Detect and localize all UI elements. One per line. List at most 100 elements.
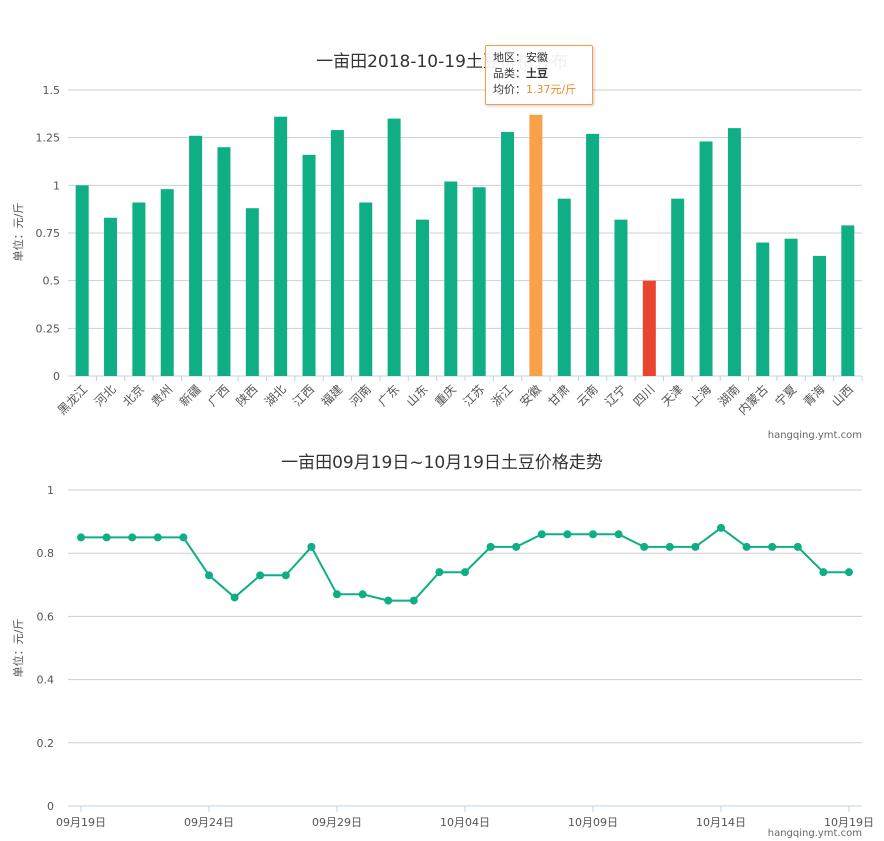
line-point-10月16日[interactable] [768,542,777,551]
bar-category-label: 陕西 [233,382,261,410]
line-point-09月29日[interactable] [333,590,341,599]
bar-chart-credit[interactable]: hangqing.ymt.com [768,430,862,441]
bar-category-label: 湖北 [261,382,289,410]
line-point-09月25日[interactable] [230,593,239,602]
bar-山西[interactable] [841,225,855,376]
line-point-10月07日[interactable] [537,530,546,539]
line-point-10月08日[interactable] [563,530,572,539]
bar-category-label: 北京 [120,382,147,409]
bar-黑龙江[interactable] [75,185,89,376]
bar-北京[interactable] [132,202,146,376]
line-x-tick-label: 10月19日 [824,816,874,829]
bar-category-label: 青海 [800,382,828,410]
line-point-09月23日[interactable] [179,533,188,542]
line-point-10月11日[interactable] [640,542,649,551]
line-y-tick-label: 0.8 [37,547,55,560]
bar-天津[interactable] [671,198,685,376]
line-x-tick-label: 09月19日 [56,816,106,829]
line-point-10月19日[interactable] [845,568,853,577]
bar-云南[interactable] [586,133,600,376]
bar-y-tick-label: 0 [53,370,60,383]
bar-category-label: 内蒙古 [735,382,771,418]
line-point-10月06日[interactable] [512,542,521,551]
line-point-09月22日[interactable] [153,533,162,542]
line-point-09月26日[interactable] [256,571,265,580]
line-point-09月28日[interactable] [307,542,316,551]
bar-category-label: 河北 [92,382,119,409]
line-point-10月03日[interactable] [435,568,444,577]
line-point-10月02日[interactable] [409,596,418,605]
line-y-axis-label: 单位：元/斤 [11,619,25,678]
bar-category-label: 广东 [375,382,402,409]
bar-河北[interactable] [104,217,118,376]
line-point-10月05日[interactable] [486,542,495,551]
line-point-10月18日[interactable] [819,568,828,577]
bar-category-label: 黑龙江 [55,382,90,417]
line-point-10月13日[interactable] [691,542,700,551]
bar-青海[interactable] [812,255,826,376]
tooltip-region-label: 地区： [493,51,526,64]
bar-category-label: 上海 [687,382,715,410]
bar-category-label: 甘肃 [545,382,572,409]
line-point-10月17日[interactable] [793,542,802,551]
bar-辽宁[interactable] [614,219,628,376]
line-point-10月14日[interactable] [717,523,725,532]
line-point-09月20日[interactable] [102,533,111,542]
line-point-09月24日[interactable] [205,571,213,580]
bar-category-label: 云南 [573,382,601,410]
tooltip-region-value: 安徽 [526,51,548,64]
line-point-09月19日[interactable] [77,533,85,542]
bar-广东[interactable] [387,118,401,376]
bar-宁夏[interactable] [784,238,798,376]
line-y-tick-label: 1 [47,484,54,497]
line-point-09月21日[interactable] [128,533,137,542]
tooltip-price-value: 1.37元/斤 [526,83,577,96]
line-x-tick-label: 10月14日 [696,816,746,829]
line-point-09月27日[interactable] [281,571,290,580]
line-point-10月12日[interactable] [665,542,674,551]
bar-chart: 一亩田2018-10-19土豆价格分布 00.250.50.7511.251.5… [11,52,863,441]
bar-category-label: 天津 [659,382,686,409]
bar-y-axis-label: 单位：元/斤 [11,203,25,262]
bar-江西[interactable] [302,154,316,376]
bar-广西[interactable] [217,147,231,376]
bar-category-label: 河南 [346,382,374,410]
line-y-tick-label: 0.4 [37,674,55,687]
line-x-tick-label: 10月09日 [568,816,618,829]
bar-上海[interactable] [699,141,713,376]
bar-江苏[interactable] [472,187,486,376]
line-point-10月01日[interactable] [384,596,393,605]
line-point-09月30日[interactable] [358,590,367,599]
bar-内蒙古[interactable] [756,242,770,376]
bar-陕西[interactable] [245,208,259,376]
line-point-10月15日[interactable] [742,542,751,551]
line-series-path [81,526,849,602]
line-point-10月04日[interactable] [461,568,469,577]
bar-category-label: 宁夏 [772,382,800,410]
bar-新疆[interactable] [189,135,203,376]
line-point-10月10日[interactable] [614,530,623,539]
bar-贵州[interactable] [160,189,174,376]
bar-河南[interactable] [359,202,373,376]
bar-湖南[interactable] [727,128,741,376]
bar-category-label: 浙江 [489,382,516,409]
tooltip-price-row: 均价：1.37元/斤 [493,82,585,98]
bar-山东[interactable] [415,219,429,376]
line-y-tick-label: 0 [47,800,54,813]
bar-重庆[interactable] [444,181,458,376]
bar-category-label: 新疆 [176,382,204,410]
bar-福建[interactable] [330,130,344,376]
line-point-10月09日[interactable] [589,530,597,539]
bar-category-label: 广西 [205,382,232,409]
line-chart: 一亩田09月19日~10月19日土豆价格走势 0 0.2 0.4 0.6 0.8 1 09… [11,453,874,839]
line-chart-credit[interactable]: hangqing.ymt.com [768,828,862,839]
bar-四川[interactable] [642,280,656,376]
bar-甘肃[interactable] [557,198,571,376]
line-x-tick-label: 09月24日 [184,816,234,829]
bar-湖北[interactable] [274,116,288,377]
bar-安徽[interactable] [529,114,543,376]
bar-浙江[interactable] [501,131,515,376]
bar-category-label: 重庆 [432,382,459,409]
bar-y-tick-label: 0.75 [36,227,61,240]
bar-tooltip: 地区：安徽 品类：土豆 均价：1.37元/斤 [485,45,593,105]
